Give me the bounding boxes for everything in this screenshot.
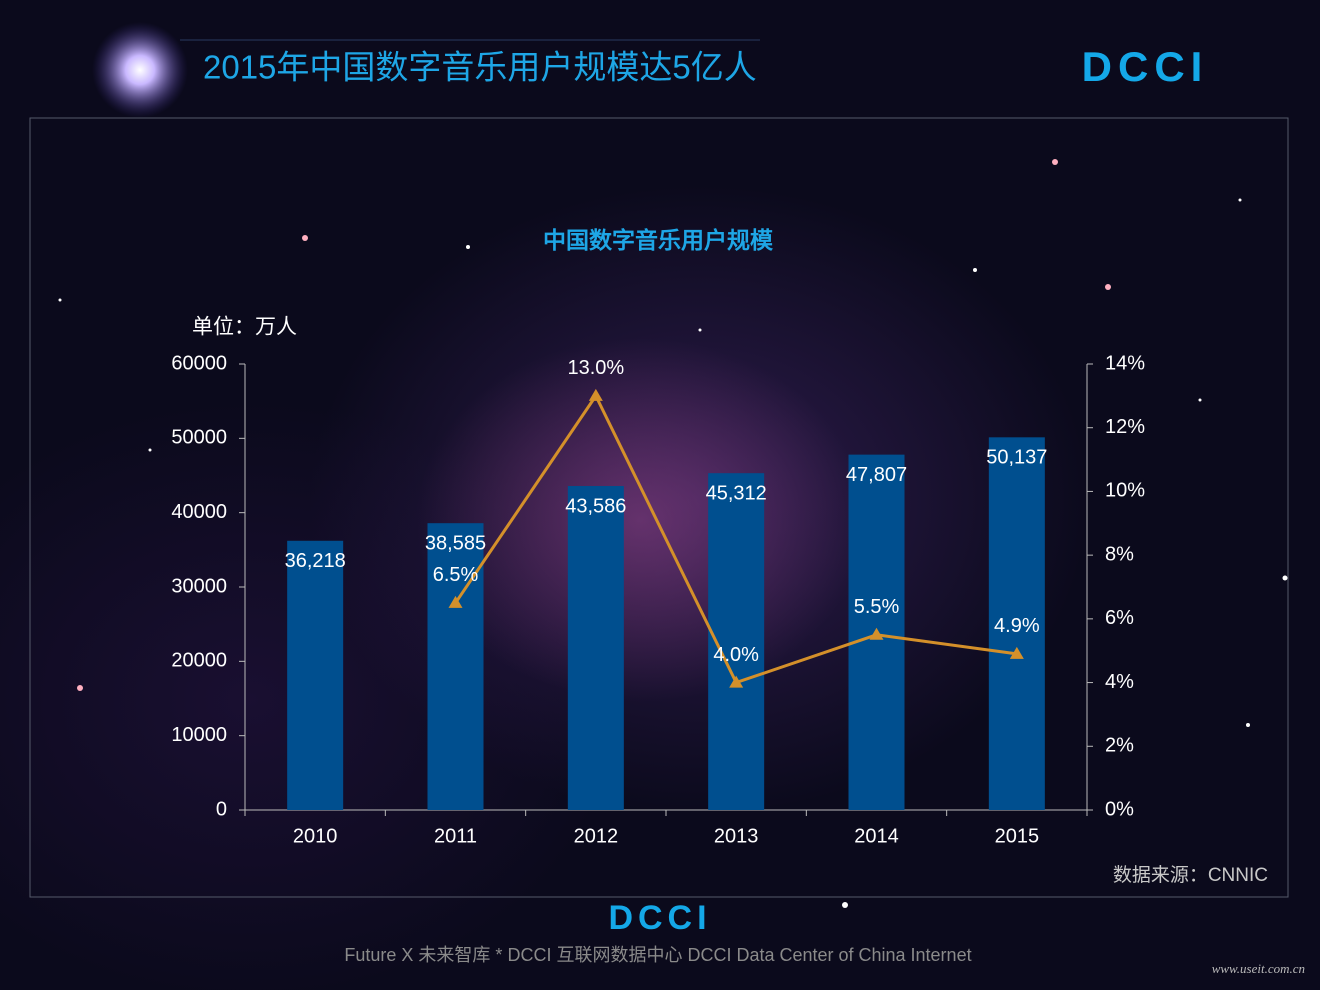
x-tick-label: 2015: [995, 825, 1040, 847]
line-marker: [448, 595, 463, 608]
footer-text: Future X 未来智库 * DCCI 互联网数据中心 DCCI Data C…: [344, 945, 971, 965]
watermark: www.useit.com.cn: [1212, 961, 1305, 976]
y2-tick-label: 10%: [1105, 480, 1145, 502]
y-tick-label: 20000: [171, 650, 227, 672]
bar: [567, 486, 624, 810]
y-unit: 单位：万人: [192, 316, 297, 339]
x-tick-label: 2014: [854, 825, 899, 847]
bar: [988, 437, 1045, 810]
line-label: 4.0%: [713, 644, 759, 666]
bar-label: 43,586: [565, 495, 626, 517]
line-label: 4.9%: [994, 615, 1040, 637]
x-tick-label: 2012: [574, 825, 619, 847]
plot: 0 10000 20000 30000 40000 50000 60000 0% 2% 4% 6% 8…: [171, 352, 1145, 847]
y2-tick-label: 14%: [1105, 352, 1145, 374]
bar-label: 50,137: [986, 447, 1047, 469]
line-label: 6.5%: [433, 564, 479, 586]
line-marker: [869, 627, 884, 640]
y2-tick-label: 0%: [1105, 798, 1134, 820]
bar-label: 47,807: [846, 464, 907, 486]
slide-title: 2015年中国数字音乐用户规模达5亿人: [203, 49, 757, 86]
y-tick-label: 0: [216, 798, 227, 820]
bar-label: 38,585: [425, 532, 486, 554]
line-label: 13.0%: [567, 357, 624, 379]
logo: DCCI: [1082, 43, 1209, 90]
y2-tick-label: 6%: [1105, 607, 1134, 629]
x-tick-label: 2010: [293, 825, 338, 847]
y2-tick-label: 2%: [1105, 735, 1134, 757]
y-tick-label: 30000: [171, 575, 227, 597]
line-marker: [729, 675, 744, 688]
y-tick-label: 10000: [171, 724, 227, 746]
y2-tick-label: 8%: [1105, 543, 1134, 565]
line-marker: [588, 388, 603, 401]
chart-title: 中国数字音乐用户规模: [543, 227, 774, 253]
bar: [427, 523, 484, 810]
y2-tick-label: 12%: [1105, 416, 1145, 438]
x-tick-label: 2011: [434, 825, 477, 847]
line-marker: [1009, 646, 1024, 659]
source: 数据来源：CNNIC: [1113, 864, 1268, 886]
title-glow: [92, 22, 188, 118]
x-tick-label: 2013: [714, 825, 759, 847]
y-tick-label: 60000: [171, 352, 227, 374]
y-tick-label: 50000: [171, 427, 227, 449]
line-label: 5.5%: [854, 596, 900, 618]
y2-tick-label: 4%: [1105, 671, 1134, 693]
bar-label: 36,218: [285, 550, 346, 572]
stars: [58, 159, 1288, 908]
bar-label: 45,312: [706, 482, 767, 504]
chart-frame: [29, 117, 1289, 898]
y-tick-label: 40000: [171, 501, 227, 523]
footer-logo: DCCI: [608, 899, 711, 937]
bar: [287, 540, 344, 810]
